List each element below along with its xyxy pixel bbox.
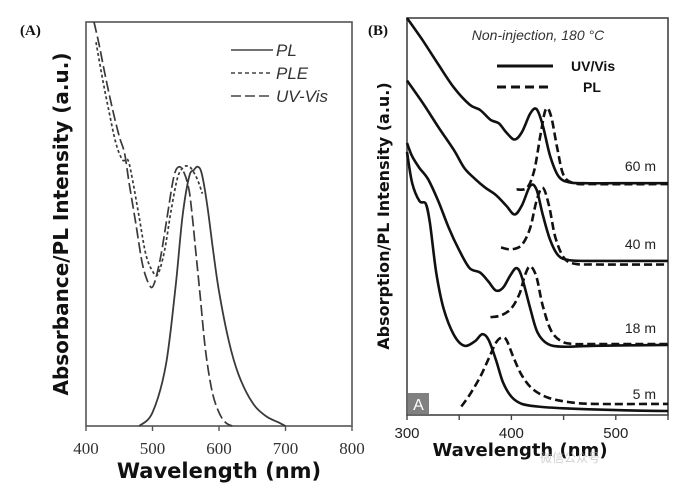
x-tick-label: 300 <box>394 425 419 442</box>
watermark: 微信公众号 <box>540 451 600 465</box>
series-line-ple <box>95 42 204 277</box>
panel-b-legend: UV/Vis PL <box>497 58 615 95</box>
panel-b-series <box>405 17 669 413</box>
panel-a-legend: PL PLE UV-Vis <box>231 41 328 106</box>
panel-b-frame <box>406 17 669 416</box>
panel-b-curve-labels: 60 m 40 m 18 m 5 m <box>625 158 656 402</box>
panel-b-x-ticks: 300 400 500 <box>394 415 669 442</box>
legend-label-ple: PLE <box>276 64 309 83</box>
series-line-pl-5-m <box>460 335 669 408</box>
series-line-uv-vis-40-m <box>405 79 668 263</box>
x-tick-label: 500 <box>140 439 166 458</box>
x-tick-label: 400 <box>73 439 99 458</box>
badge-background <box>408 393 429 414</box>
curve-label: 40 m <box>625 236 656 252</box>
panel-a: (A) 400 500 600 700 800 PL PLE UV-Vis Wavele… <box>20 21 365 483</box>
curve-label: 18 m <box>625 320 656 336</box>
x-tick-label: 600 <box>206 439 232 458</box>
panel-a-frame <box>85 21 353 427</box>
curve-label: 60 m <box>625 158 656 174</box>
legend-label-uvvis: UV/Vis <box>571 58 615 74</box>
panel-b: (B) Non-injection, 180 °C UV/Vis PL 300 4… <box>368 17 669 465</box>
panel-b-y-axis-title: Absorption/PL Intensity (a.u.) <box>374 82 393 349</box>
panel-a-y-axis-title: Absorbance/PL Intensity (a.u.) <box>49 52 73 395</box>
series-line-uv-vis-18-m <box>405 142 669 349</box>
legend-label-pl: PL <box>276 41 297 60</box>
panel-b-label: (B) <box>368 23 388 39</box>
badge-letter: A <box>413 397 424 414</box>
series-line-pl <box>138 165 286 427</box>
panel-a-x-ticks: 400 500 600 700 800 <box>73 426 365 458</box>
panel-b-x-axis-title: Wavelength (nm) <box>432 440 607 461</box>
series-line-pl-60-m <box>516 106 669 192</box>
x-tick-label: 500 <box>603 425 628 442</box>
curve-label: 5 m <box>633 386 656 402</box>
panel-a-series <box>93 21 286 427</box>
panel-b-condition-annotation: Non-injection, 180 °C <box>472 27 605 43</box>
panel-a-label: (A) <box>20 23 41 39</box>
x-tick-label: 700 <box>273 439 299 458</box>
series-line-pl-40-m <box>500 186 669 266</box>
legend-label-pl: PL <box>583 79 601 95</box>
panel-b-corner-badge: A <box>408 393 429 414</box>
series-line-uv-vis <box>93 21 233 427</box>
x-tick-label: 800 <box>339 439 365 458</box>
panel-a-x-axis-title: Wavelength (nm) <box>117 459 321 483</box>
series-line-uv-vis-5-m <box>405 151 669 413</box>
x-tick-label: 400 <box>499 425 524 442</box>
legend-label-uvvis: UV-Vis <box>276 87 328 106</box>
